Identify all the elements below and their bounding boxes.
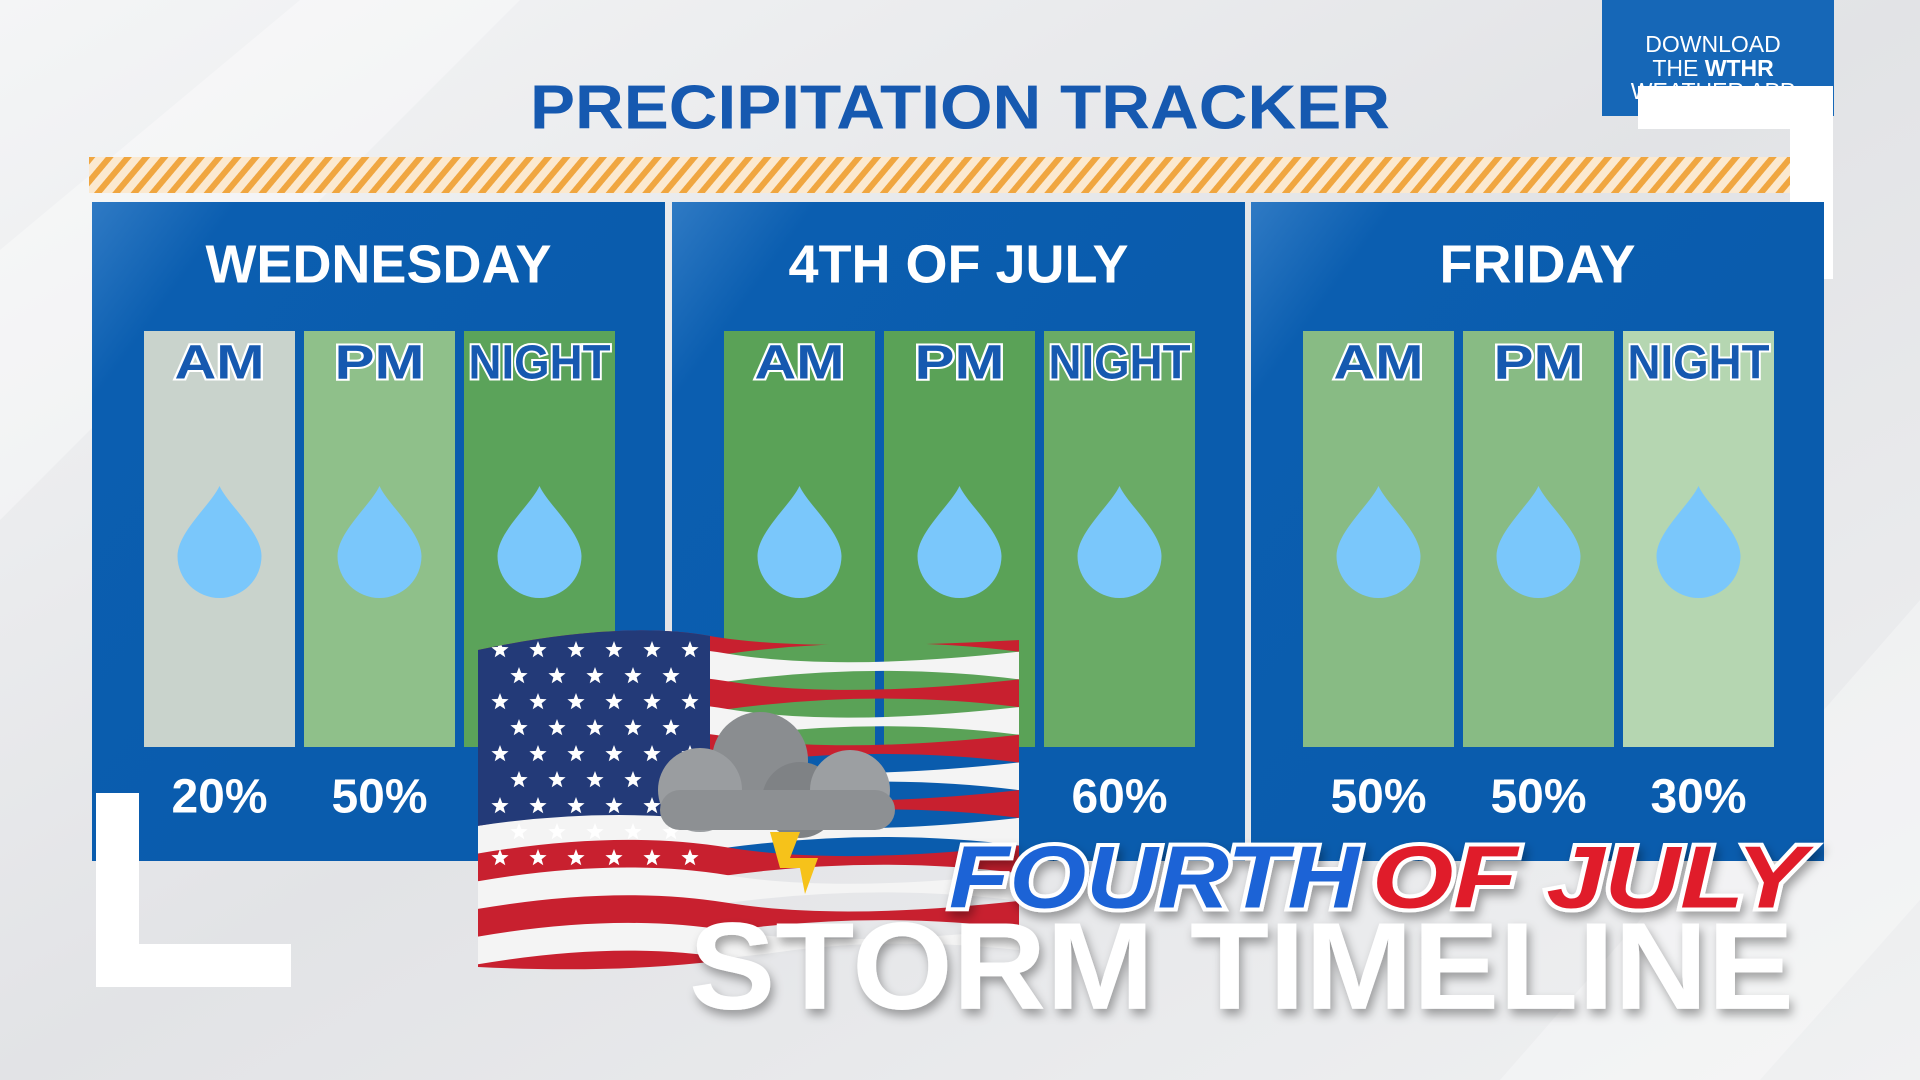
headline-red: OF JULY [1372,827,1815,926]
flag-star [605,641,623,658]
flag-star [548,719,566,736]
period-label: NIGHT [1049,337,1191,390]
flag-star [529,797,547,814]
rain-drop [177,486,262,598]
flag-star [662,719,680,736]
rain-drop [1496,486,1581,598]
flag-star [510,823,528,840]
rain-drop [1656,486,1741,598]
flag-star [681,849,699,866]
rain-drop [1336,486,1421,598]
rain-drop [337,486,422,598]
percent: 20% [171,771,267,824]
period-label: PM [335,337,425,390]
flag-star [529,693,547,710]
rain-drop [917,486,1002,598]
badge-text: DOWNLOAD [1645,31,1780,57]
flag-star [510,719,528,736]
period-label: PM [915,337,1005,390]
percent: 60% [1071,771,1167,824]
headline-main: STORM TIMELINE [689,898,1794,1036]
flag-star [605,693,623,710]
flag-star [643,797,661,814]
flag-star [567,693,585,710]
flag-star [605,849,623,866]
flag-star [529,641,547,658]
flag-star [491,641,509,658]
badge-text: THE [1652,55,1698,81]
badge-brand: WTHR [1705,55,1774,81]
flag-star [643,745,661,762]
flag-star [529,745,547,762]
percent: 50% [1490,771,1586,824]
period-label: AM [755,337,845,390]
flag [478,630,1019,970]
percent: 30% [1650,771,1746,824]
title: PRECIPITATION TRACKER [530,73,1390,142]
flag-star [567,745,585,762]
flag-star [491,693,509,710]
flag-stripe [478,950,1019,970]
headline: FOURTH OF JULY STORM TIMELINE [689,823,1819,1036]
flag-star [548,667,566,684]
flag-star [624,823,642,840]
day-name: WEDNESDAY [205,234,551,294]
flag-star [643,849,661,866]
flag-star [605,797,623,814]
rain-drop [757,486,842,598]
flag-star [491,797,509,814]
flag-star [510,667,528,684]
flag-star [529,849,547,866]
flag-star [548,823,566,840]
percent: 50% [331,771,427,824]
headline-blue: FOURTH [949,827,1362,926]
rain-drop [1077,486,1162,598]
flag-star [567,849,585,866]
flag-star [586,667,604,684]
flag-star [624,667,642,684]
flag-star [605,745,623,762]
panels: WEDNESDAY AM 20% PM 50% NIGHT 4TH OF JULY AM PM N… [92,202,1824,861]
day-name: 4TH OF JULY [788,234,1128,294]
rain-drop [497,486,582,598]
flag-star [624,771,642,788]
flag-star [586,771,604,788]
flag-star [624,719,642,736]
day-name: FRIDAY [1439,234,1635,294]
flag-star [643,693,661,710]
flag-star [681,641,699,658]
flag-star [586,823,604,840]
flag-star [586,719,604,736]
flag-star [681,693,699,710]
flag-star [491,745,509,762]
flag-star [567,797,585,814]
period-label: NIGHT [1628,337,1770,390]
percent: 50% [1330,771,1426,824]
flag-star [662,667,680,684]
period-label: PM [1494,337,1584,390]
period-label: NIGHT [469,337,611,390]
period-label: AM [1334,337,1424,390]
flag-star [662,823,680,840]
flag-star [491,849,509,866]
corner-bracket [96,793,291,987]
badge-text: THE WTHR [1652,55,1774,81]
period-label: AM [175,337,265,390]
flag-star [548,771,566,788]
flag-star [567,641,585,658]
hatch-band [89,157,1790,193]
storm-cloud [658,712,895,894]
flag-star [643,641,661,658]
flag-star [510,771,528,788]
